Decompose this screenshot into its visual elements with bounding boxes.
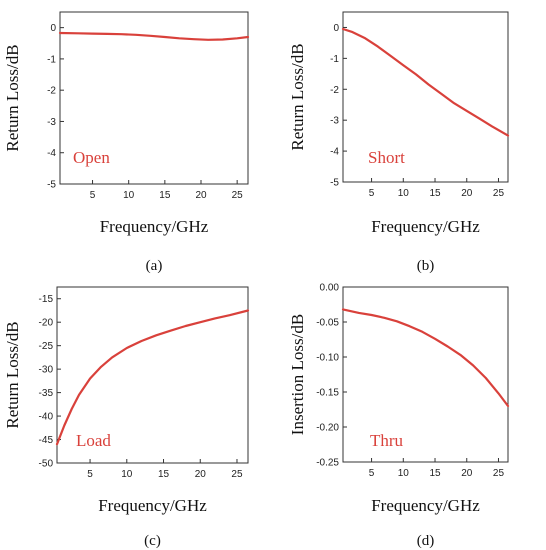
x-tick-label: 10	[123, 190, 135, 201]
series-annotation: Thru	[370, 431, 404, 450]
plot-frame	[342, 11, 509, 183]
x-tick-label: 15	[159, 190, 171, 201]
plot-frame	[342, 286, 509, 463]
x-tick-label: 10	[398, 188, 410, 199]
x-axis-label: Frequency/GHz	[371, 496, 480, 515]
y-tick-label: -25	[39, 341, 54, 352]
y-tick-label: -0.10	[316, 353, 339, 364]
x-tick-label: 20	[461, 468, 473, 479]
x-tick-label: 25	[493, 188, 505, 199]
panel-label: (c)	[144, 533, 161, 549]
plot-frame	[59, 11, 249, 185]
y-tick-label: -2	[330, 85, 339, 96]
x-tick-label: 25	[232, 190, 244, 201]
x-tick-label: 5	[90, 190, 96, 201]
y-axis-label: Return Loss/dB	[288, 43, 307, 150]
series-line-1	[55, 309, 250, 446]
y-tick-label: -4	[330, 147, 339, 158]
y-tick-label: -2	[47, 86, 56, 97]
x-tick-label: 20	[195, 190, 207, 201]
series-annotation: Short	[368, 148, 405, 167]
y-tick-label: 0	[333, 23, 339, 34]
chart-panel-4: 5 10 15 20 25 0.00 -0.05 -0.10 -0.15 -0.20 -0.25 Fr…	[288, 283, 510, 549]
y-tick-label: -1	[330, 54, 339, 65]
series-line-1	[341, 27, 510, 137]
y-tick-label: -35	[39, 388, 54, 399]
y-tick-label: -50	[39, 459, 54, 470]
series-annotation: Open	[73, 148, 110, 167]
plot-frame	[56, 286, 249, 464]
x-tick-label: 15	[158, 469, 170, 480]
y-tick-label: -4	[47, 148, 56, 159]
y-tick-label: -20	[39, 318, 54, 329]
y-axis-label: Return Loss/dB	[3, 44, 22, 151]
chart-panel-1: 5 10 15 20 25 0 -1 -2 -3 -4 -5 Frequency/GHz Return …	[3, 11, 250, 274]
x-tick-label: 5	[369, 188, 375, 199]
x-tick-label: 15	[429, 468, 441, 479]
y-tick-label: -0.20	[316, 423, 339, 434]
y-tick-label: -30	[39, 365, 54, 376]
series-line-1	[58, 31, 250, 41]
x-axis-label: Frequency/GHz	[98, 496, 207, 515]
y-axis-label: Insertion Loss/dB	[288, 314, 307, 435]
x-tick-label: 10	[398, 468, 410, 479]
x-tick-label: 25	[493, 468, 505, 479]
x-axis-label: Frequency/GHz	[371, 217, 480, 236]
y-tick-label: -1	[47, 54, 56, 65]
y-tick-label: 0	[50, 23, 56, 34]
y-tick-label: -40	[39, 412, 54, 423]
x-tick-label: 15	[429, 188, 441, 199]
y-tick-label: -3	[330, 116, 339, 127]
x-tick-label: 25	[231, 469, 243, 480]
panel-label: (d)	[417, 533, 435, 549]
y-tick-label: -0.25	[316, 458, 339, 469]
x-axis-label: Frequency/GHz	[100, 217, 209, 236]
y-axis-label: Return Loss/dB	[3, 321, 22, 428]
x-tick-label: 5	[369, 468, 375, 479]
x-tick-label: 10	[121, 469, 133, 480]
y-tick-label: -15	[39, 294, 54, 305]
chart-panel-2: 5 10 15 20 25 0 -1 -2 -3 -4 -5 Frequency/GHz Return …	[288, 11, 510, 274]
y-tick-label: -0.05	[316, 318, 339, 329]
chart-panel-3: 5 10 15 20 25 -15 -20 -25 -30 -35 -40 -45 -50 Frequen…	[3, 286, 250, 549]
series-line-1	[341, 308, 510, 408]
x-tick-label: 5	[87, 469, 93, 480]
y-tick-label: -5	[47, 180, 56, 191]
y-tick-label: -3	[47, 117, 56, 128]
y-tick-label: -45	[39, 435, 54, 446]
x-tick-label: 20	[461, 188, 473, 199]
panel-label: (a)	[146, 258, 163, 274]
y-tick-label: 0.00	[320, 283, 340, 294]
panel-label: (b)	[417, 258, 435, 274]
y-tick-label: -0.15	[316, 388, 339, 399]
y-tick-label: -5	[330, 178, 339, 189]
series-annotation: Load	[76, 431, 111, 450]
x-tick-label: 20	[195, 469, 207, 480]
